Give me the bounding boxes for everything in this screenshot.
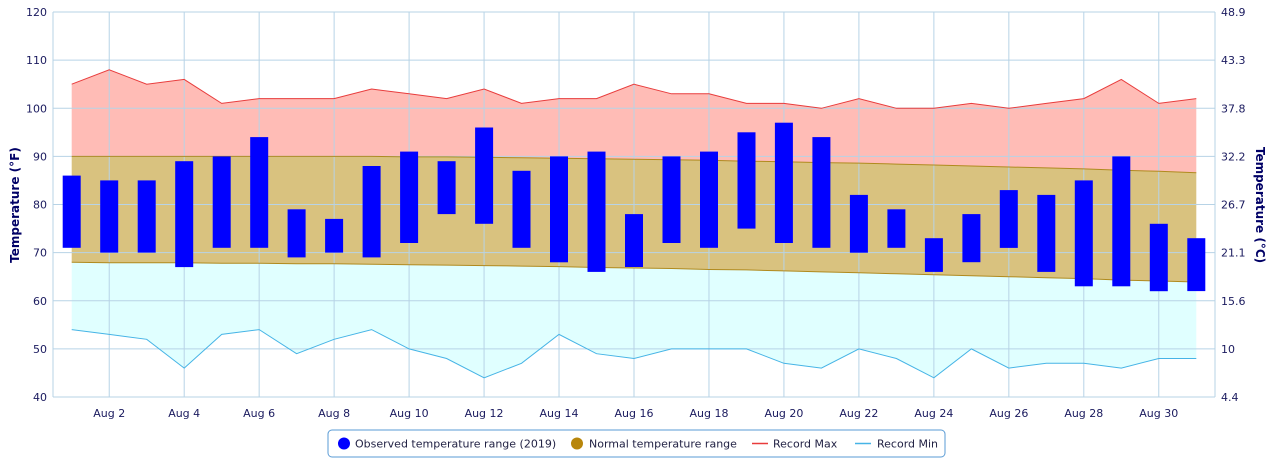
- x-tick-label: Aug 12: [465, 407, 504, 420]
- y-tick-label-f: 60: [33, 295, 47, 308]
- y-axis-left-title: Temperature (°F): [8, 147, 22, 263]
- x-tick-label: Aug 22: [839, 407, 878, 420]
- y-axis-right-title: Temperature (°C): [1253, 147, 1267, 263]
- observed-bar: [437, 161, 456, 215]
- observed-bar: [700, 151, 718, 248]
- y-tick-label-c: 43.3: [1221, 54, 1246, 67]
- x-tick-label: Aug 16: [615, 407, 654, 420]
- y-tick-label-f: 70: [33, 247, 47, 260]
- x-tick-label: Aug 2: [93, 407, 125, 420]
- legend-record-max-label: Record Max: [773, 438, 838, 451]
- y-axis-right-ticks: 4.4 10 15.6 21.1 26.7 32.2 37.8 43.3 48.9: [1221, 6, 1246, 404]
- x-axis-ticks: Aug 2 Aug 4 Aug 6 Aug 8 Aug 10 Aug 12 Aug 14 Au…: [93, 407, 1178, 420]
- legend-observed-label: Observed temperature range (2019): [355, 438, 556, 451]
- x-tick-label: Aug 8: [318, 407, 350, 420]
- legend-item-record-max[interactable]: Record Max: [752, 438, 838, 451]
- observed-bar: [212, 156, 231, 248]
- observed-bar: [250, 137, 269, 248]
- observed-bar: [1149, 223, 1168, 292]
- legend-normal-marker: [571, 437, 583, 450]
- record-min-line: [71, 329, 1197, 379]
- observed-bar: [137, 180, 156, 253]
- legend-item-observed[interactable]: Observed temperature range (2019): [338, 437, 556, 451]
- y-tick-label-f: 50: [33, 343, 47, 356]
- observed-bar: [587, 151, 606, 272]
- y-tick-label-f: 110: [26, 54, 47, 67]
- observed-bar: [774, 122, 793, 243]
- y-tick-label-c: 32.2: [1221, 150, 1246, 163]
- observed-bar: [175, 161, 194, 268]
- y-tick-label-c: 15.6: [1221, 295, 1246, 308]
- observed-bar: [924, 238, 943, 272]
- observed-bar: [1074, 180, 1093, 287]
- legend-box: [327, 429, 946, 458]
- legend-item-record-min[interactable]: Record Min: [855, 438, 938, 451]
- observed-bar: [625, 214, 643, 267]
- x-tick-label: Aug 10: [390, 407, 429, 420]
- y-tick-label-c: 4.4: [1221, 391, 1239, 404]
- y-tick-label-f: 40: [33, 391, 47, 404]
- observed-bar: [362, 166, 381, 258]
- observed-bar: [962, 214, 981, 263]
- y-tick-label-f: 80: [33, 199, 47, 212]
- observed-bar: [662, 156, 681, 243]
- observed-bar: [400, 151, 419, 243]
- record-max-line: [71, 69, 1197, 109]
- observed-bars: [62, 122, 1206, 292]
- x-tick-label: Aug 14: [540, 407, 579, 420]
- observed-bar: [737, 132, 756, 229]
- normal-low-line: [71, 261, 1197, 283]
- observed-bar: [999, 190, 1018, 248]
- x-tick-label: Aug 4: [168, 407, 200, 420]
- y-tick-label-f: 90: [33, 150, 47, 163]
- observed-bar: [849, 194, 868, 253]
- x-tick-label: Aug 26: [989, 407, 1028, 420]
- y-tick-label-f: 120: [26, 6, 47, 19]
- y-tick-label-c: 37.8: [1221, 102, 1246, 115]
- y-tick-label-c: 26.7: [1221, 199, 1246, 212]
- observed-bar: [1112, 156, 1131, 287]
- x-tick-label: Aug 6: [243, 407, 275, 420]
- legend-item-normal[interactable]: Normal temperature range: [571, 437, 737, 451]
- observed-bar: [887, 209, 906, 248]
- legend: Observed temperature range (2019) Normal…: [327, 429, 946, 458]
- x-tick-label: Aug 20: [764, 407, 803, 420]
- x-tick-label: Aug 28: [1064, 407, 1103, 420]
- y-tick-label-f: 100: [26, 102, 47, 115]
- x-tick-label: Aug 18: [689, 407, 728, 420]
- observed-bar: [100, 180, 119, 253]
- y-tick-label-c: 10: [1221, 343, 1235, 356]
- observed-bar: [325, 218, 344, 253]
- x-tick-label: Aug 30: [1139, 407, 1178, 420]
- observed-bar: [1187, 238, 1206, 292]
- y-tick-label-c: 48.9: [1221, 6, 1246, 19]
- y-tick-label-c: 21.1: [1221, 247, 1246, 260]
- observed-bar: [62, 175, 81, 248]
- legend-normal-label: Normal temperature range: [589, 438, 737, 451]
- legend-observed-marker: [338, 437, 350, 450]
- observed-bar: [475, 127, 494, 224]
- observed-bar: [1037, 194, 1056, 272]
- observed-bar: [812, 137, 831, 248]
- legend-record-min-label: Record Min: [877, 438, 938, 451]
- y-axis-left-ticks: 40 50 60 70 80 90 100 110 120: [26, 6, 47, 404]
- observed-bar: [512, 170, 531, 248]
- x-tick-label: Aug 24: [914, 407, 953, 420]
- observed-bar: [550, 156, 568, 263]
- observed-bar: [287, 209, 306, 258]
